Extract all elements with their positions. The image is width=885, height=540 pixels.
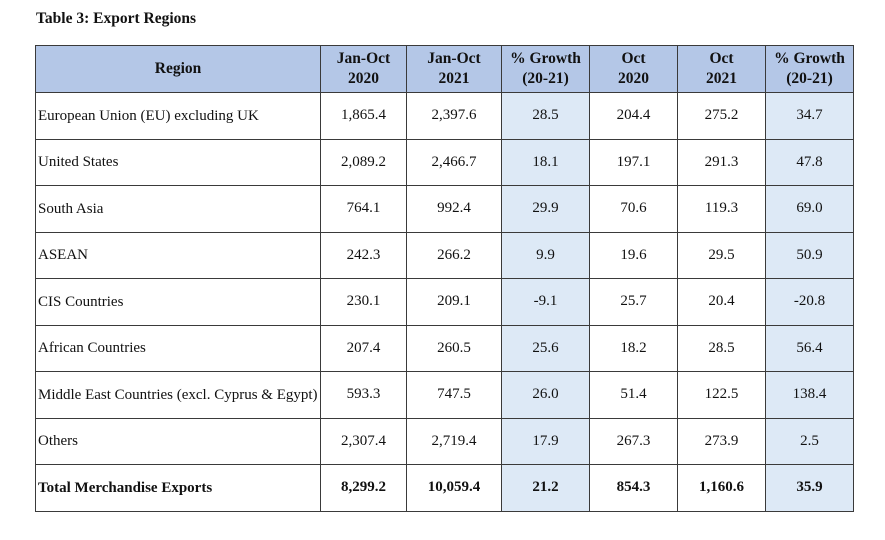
value-cell: 747.5 bbox=[406, 371, 502, 419]
value-cell: 29.5 bbox=[677, 231, 766, 279]
table-row: ASEAN 242.3 266.2 9.9 19.6 29.5 50.9 bbox=[35, 231, 854, 279]
value-cell: 764.1 bbox=[320, 185, 407, 233]
region-cell: ASEAN bbox=[35, 231, 321, 279]
growth-cell: 34.7 bbox=[765, 92, 854, 140]
growth-cell: 50.9 bbox=[765, 231, 854, 279]
header-jan-oct-2020: Jan-Oct 2020 bbox=[320, 45, 407, 93]
table-row: CIS Countries 230.1 209.1 -9.1 25.7 20.4 -20.8 bbox=[35, 278, 854, 326]
growth-cell: 56.4 bbox=[765, 324, 854, 372]
export-regions-table: Region Jan-Oct 2020 Jan-Oct 2021 % Growth(… bbox=[35, 45, 854, 512]
growth-cell: -20.8 bbox=[765, 278, 854, 326]
header-jan-oct-2021: Jan-Oct 2021 bbox=[406, 45, 502, 93]
growth-cell: 17.9 bbox=[501, 417, 590, 465]
header-oct-2021: Oct 2021 bbox=[677, 45, 766, 93]
growth-cell: 18.1 bbox=[501, 138, 590, 186]
value-cell: 273.9 bbox=[677, 417, 766, 465]
value-cell: 19.6 bbox=[589, 231, 678, 279]
table-row: Middle East Countries (excl. Cyprus & Eg… bbox=[35, 371, 854, 419]
growth-cell: 35.9 bbox=[765, 464, 854, 512]
value-cell: 122.5 bbox=[677, 371, 766, 419]
region-cell: Total Merchandise Exports bbox=[35, 464, 321, 512]
value-cell: 992.4 bbox=[406, 185, 502, 233]
region-cell: African Countries bbox=[35, 324, 321, 372]
value-cell: 260.5 bbox=[406, 324, 502, 372]
growth-cell: 69.0 bbox=[765, 185, 854, 233]
value-cell: 197.1 bbox=[589, 138, 678, 186]
region-cell: Others bbox=[35, 417, 321, 465]
value-cell: 1,865.4 bbox=[320, 92, 407, 140]
region-cell: Middle East Countries (excl. Cyprus & Eg… bbox=[35, 371, 321, 419]
value-cell: 8,299.2 bbox=[320, 464, 407, 512]
table-row: European Union (EU) excluding UK 1,865.4 2… bbox=[35, 92, 854, 140]
value-cell: 242.3 bbox=[320, 231, 407, 279]
header-region: Region bbox=[35, 45, 321, 93]
growth-cell: 25.6 bbox=[501, 324, 590, 372]
header-growth-oct: % Growth (20-21) bbox=[765, 45, 854, 93]
value-cell: 275.2 bbox=[677, 92, 766, 140]
value-cell: 291.3 bbox=[677, 138, 766, 186]
value-cell: 267.3 bbox=[589, 417, 678, 465]
value-cell: 230.1 bbox=[320, 278, 407, 326]
growth-cell: 2.5 bbox=[765, 417, 854, 465]
header-growth-jan-oct: % Growth (20-21) bbox=[501, 45, 590, 93]
growth-cell: 26.0 bbox=[501, 371, 590, 419]
value-cell: 25.7 bbox=[589, 278, 678, 326]
region-cell: United States bbox=[35, 138, 321, 186]
table-caption: Table 3: Export Regions bbox=[36, 10, 197, 27]
value-cell: 1,160.6 bbox=[677, 464, 766, 512]
header-row: Region Jan-Oct 2020 Jan-Oct 2021 % Growth(… bbox=[35, 45, 854, 93]
value-cell: 854.3 bbox=[589, 464, 678, 512]
growth-cell: 138.4 bbox=[765, 371, 854, 419]
value-cell: 70.6 bbox=[589, 185, 678, 233]
value-cell: 207.4 bbox=[320, 324, 407, 372]
growth-cell: -9.1 bbox=[501, 278, 590, 326]
value-cell: 266.2 bbox=[406, 231, 502, 279]
header-oct-2020: Oct 2020 bbox=[589, 45, 678, 93]
value-cell: 119.3 bbox=[677, 185, 766, 233]
value-cell: 20.4 bbox=[677, 278, 766, 326]
value-cell: 593.3 bbox=[320, 371, 407, 419]
region-cell: South Asia bbox=[35, 185, 321, 233]
total-row: Total Merchandise Exports 8,299.2 10,059.4… bbox=[35, 464, 854, 512]
growth-cell: 28.5 bbox=[501, 92, 590, 140]
growth-cell: 47.8 bbox=[765, 138, 854, 186]
value-cell: 18.2 bbox=[589, 324, 678, 372]
region-cell: European Union (EU) excluding UK bbox=[35, 92, 321, 140]
value-cell: 2,307.4 bbox=[320, 417, 407, 465]
table-row: South Asia 764.1 992.4 29.9 70.6 119.3 69.0 bbox=[35, 185, 854, 233]
value-cell: 51.4 bbox=[589, 371, 678, 419]
table-row: African Countries 207.4 260.5 25.6 18.2 28.5 5… bbox=[35, 324, 854, 372]
growth-cell: 21.2 bbox=[501, 464, 590, 512]
value-cell: 2,089.2 bbox=[320, 138, 407, 186]
growth-cell: 9.9 bbox=[501, 231, 590, 279]
value-cell: 2,466.7 bbox=[406, 138, 502, 186]
value-cell: 2,397.6 bbox=[406, 92, 502, 140]
table-row: Others 2,307.4 2,719.4 17.9 267.3 273.9 2.5 bbox=[35, 417, 854, 465]
value-cell: 2,719.4 bbox=[406, 417, 502, 465]
value-cell: 28.5 bbox=[677, 324, 766, 372]
value-cell: 10,059.4 bbox=[406, 464, 502, 512]
growth-cell: 29.9 bbox=[501, 185, 590, 233]
table-row: United States 2,089.2 2,466.7 18.1 197.1 291.… bbox=[35, 138, 854, 186]
value-cell: 209.1 bbox=[406, 278, 502, 326]
region-cell: CIS Countries bbox=[35, 278, 321, 326]
value-cell: 204.4 bbox=[589, 92, 678, 140]
